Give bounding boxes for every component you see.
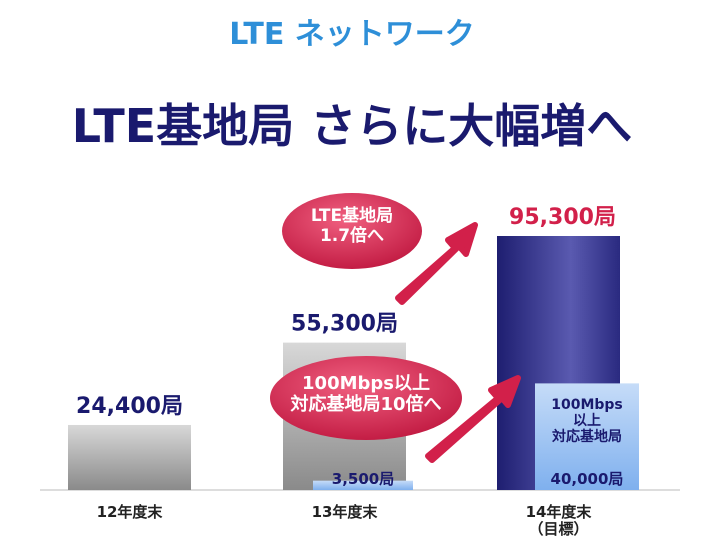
x-tick-label: 12年度末 [96, 503, 163, 521]
value-label: 55,300局 [291, 312, 398, 337]
x-tick-label: 14年度末 （目標） [525, 503, 592, 539]
value-label: 24,400局 [76, 394, 183, 419]
annotation: LTE基地局 1.7倍へ [310, 206, 394, 246]
callout-bubble [270, 356, 462, 440]
arrow [395, 222, 478, 305]
callout-bubble [282, 193, 422, 269]
chart-title: LTE基地局 さらに大幅増へ [72, 99, 633, 153]
value-label: 3,500局 [332, 470, 394, 488]
x-tick-label: 13年度末 [311, 503, 378, 521]
bar [535, 383, 639, 490]
bar [313, 480, 413, 490]
annotation: 100Mbps以上 対応基地局10倍へ [290, 373, 442, 415]
kicker: LTE ネットワーク [229, 17, 475, 52]
series-label: 100Mbps 以上 対応基地局 [551, 397, 623, 446]
bars: 24,400局 55,300局 95,300局 3,500局 40,000局 [68, 205, 639, 490]
arrow [425, 375, 521, 463]
bar [68, 424, 191, 490]
value-label: 40,000局 [551, 470, 624, 488]
value-label: 95,300局 [509, 205, 616, 230]
